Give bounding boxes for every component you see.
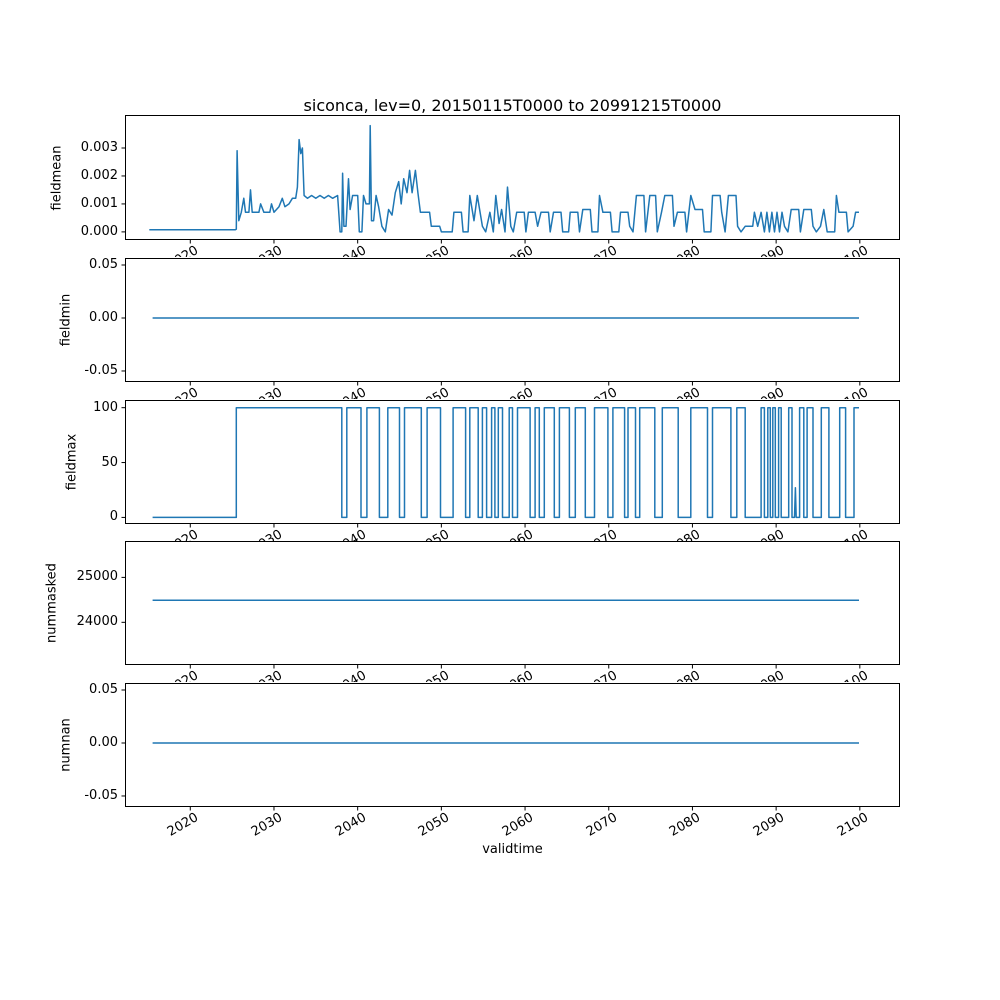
x-tick-label: 2090	[751, 243, 787, 257]
fieldmean-plot-area	[121, 115, 900, 244]
x-tick-label: 2040	[333, 527, 369, 541]
x-tick-label: 2090	[751, 385, 787, 399]
x-tick-label: 2070	[584, 385, 620, 399]
y-axis-label-numnan: numnan	[58, 718, 74, 772]
y-axis-label-fieldmax: fieldmax	[64, 433, 80, 491]
fieldmean-series-line	[149, 124, 859, 233]
x-tick-label: 2030	[249, 527, 285, 541]
x-tick-label: 2070	[584, 243, 620, 257]
x-tick-label: 2060	[500, 527, 536, 541]
x-tick-label: 2030	[248, 810, 285, 840]
x-tick-label: 2100	[835, 385, 871, 399]
y-tick-label: -0.05	[84, 787, 118, 803]
x-tick-label-row: 2020 2030 2040 2050 2060 2070 2080 2090 2100	[55, 384, 920, 399]
x-tick-label: 2100	[835, 243, 871, 257]
x-tick-label: 2020	[165, 243, 201, 257]
x-tick-label: 2040	[333, 668, 369, 682]
x-tick-label: 2100	[835, 527, 871, 541]
y-axis-label-fieldmin: fieldmin	[58, 293, 74, 347]
y-tick-label: 0.05	[89, 256, 118, 272]
x-tick-label: 2060	[500, 668, 536, 682]
x-tick-label: 2060	[499, 810, 537, 840]
x-tick-label: 2060	[500, 385, 536, 399]
y-tick-label: 0.000	[80, 223, 118, 239]
y-tick-label: 0.001	[80, 195, 118, 211]
x-tick-label: 2080	[667, 810, 704, 840]
x-tick-label: 2080	[667, 243, 703, 257]
x-tick-label-row: 2020 2030 2040 2050 2060 2070 2080 2090 2100	[55, 526, 920, 541]
x-tick-label-row: 2020 2030 2040 2050 2060 2070 2080 2090 2100	[55, 809, 920, 849]
y-tick-label: 50	[101, 454, 118, 470]
y-tick-label: -0.05	[84, 362, 118, 378]
x-tick-label: 2020	[165, 668, 201, 682]
x-tick-label: 2050	[416, 527, 452, 541]
x-tick-label: 2040	[333, 243, 369, 257]
y-axis-label-fieldmean: fieldmean	[49, 145, 65, 210]
y-tick-label: 0.05	[89, 681, 118, 697]
x-tick-label: 2050	[416, 243, 452, 257]
x-tick-label: 2030	[249, 668, 285, 682]
x-tick-label: 2030	[249, 385, 285, 399]
x-tick-label: 2040	[333, 385, 369, 399]
y-tick-label: 0	[109, 509, 118, 525]
x-axis-title: validtime	[482, 842, 543, 857]
x-tick-label: 2050	[416, 668, 452, 682]
axes-frame	[125, 258, 900, 382]
y-tick-label: 24000	[76, 614, 118, 630]
fieldmax-series-line	[152, 406, 859, 519]
x-tick-label: 2100	[835, 668, 871, 682]
x-tick-label: 2080	[667, 668, 703, 682]
x-tick-label: 2020	[165, 810, 202, 840]
y-tick-label: 100	[93, 399, 118, 415]
x-tick-label-row: 2020 2030 2040 2050 2060 2070 2080 2090 2100	[55, 667, 920, 682]
x-tick-label: 2050	[416, 810, 453, 840]
fieldmax-plot-area	[121, 400, 900, 528]
x-tick-label: 2040	[332, 810, 369, 840]
nummasked-plot-area	[121, 541, 900, 669]
x-tick-label: 2020	[165, 385, 201, 399]
x-tick-label-row: 2020 2030 2040 2050 2060 2070 2080 2090 2100	[55, 242, 920, 257]
x-tick-label: 2080	[667, 385, 703, 399]
axes-frame	[125, 541, 900, 665]
x-tick-label: 2020	[165, 527, 201, 541]
axes-frame	[125, 115, 900, 240]
y-axis-label-nummasked: nummasked	[44, 563, 60, 643]
x-tick-label: 2090	[751, 527, 787, 541]
x-tick-label: 2060	[500, 243, 536, 257]
numnan-plot-area	[121, 683, 900, 811]
y-tick-label: 0.002	[80, 167, 118, 183]
x-tick-label: 2030	[249, 243, 285, 257]
x-tick-label: 2070	[584, 668, 620, 682]
y-tick-label: 0.00	[89, 309, 118, 325]
x-tick-label: 2090	[751, 668, 787, 682]
fieldmin-plot-area	[121, 258, 900, 386]
y-tick-label: 0.00	[89, 734, 118, 750]
x-tick-label: 2080	[667, 527, 703, 541]
axes-frame	[125, 683, 900, 807]
y-tick-label: 25000	[76, 569, 118, 585]
axes-frame	[125, 400, 900, 524]
x-tick-label: 2070	[584, 527, 620, 541]
x-tick-label: 2070	[583, 810, 620, 840]
x-tick-label: 2050	[416, 385, 452, 399]
chart-title: siconca, lev=0, 20150115T0000 to 2099121…	[303, 96, 722, 115]
y-tick-label: 0.003	[80, 139, 118, 155]
x-tick-label: 2090	[750, 810, 788, 840]
x-tick-label: 2100	[834, 810, 871, 840]
